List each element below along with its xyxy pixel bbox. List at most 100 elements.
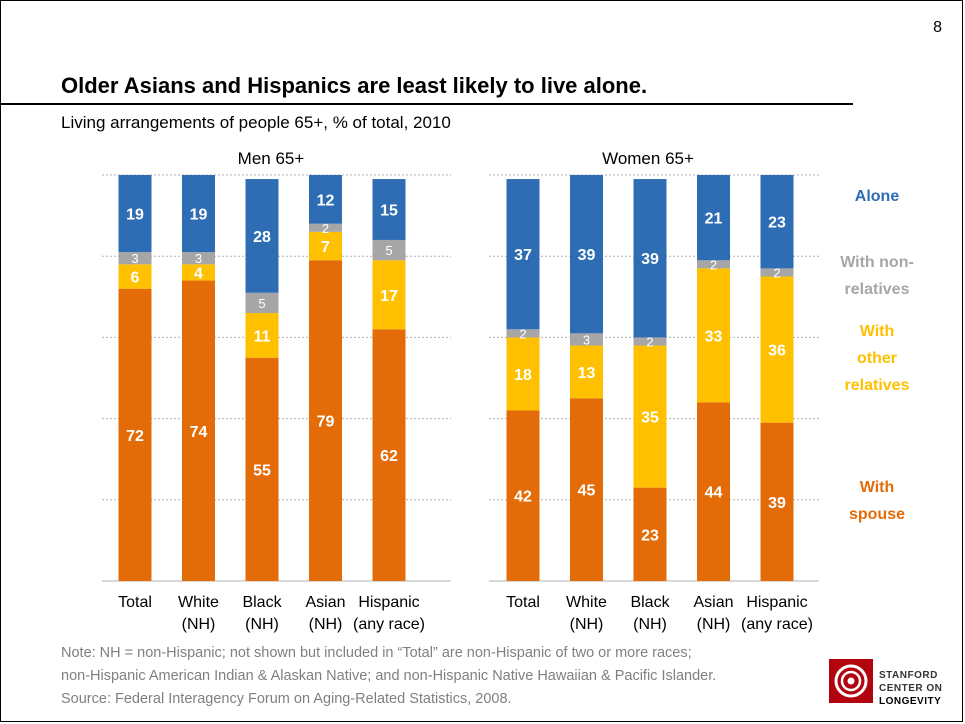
men-data-label: 74 [190, 424, 208, 441]
women-bar-spouse [570, 398, 603, 581]
women-category-label: White [566, 594, 607, 611]
women-bar-alone [697, 175, 730, 261]
legend-other-relatives: relatives [845, 377, 910, 394]
women-data-label: 2 [646, 334, 653, 349]
women-data-label: 2 [710, 257, 717, 272]
men-category-label: Black [242, 594, 282, 611]
men-bar-non-relatives [182, 252, 215, 265]
women-bar-alone [506, 179, 540, 330]
women-bar-non-relatives [760, 268, 794, 277]
men-category-label: Hispanic [358, 594, 419, 611]
legend-non-relatives: relatives [845, 281, 910, 298]
women-data-label: 35 [641, 410, 659, 427]
women-data-label: 13 [578, 365, 596, 382]
men-data-label: 6 [131, 270, 140, 287]
women-bar-other-relatives [697, 268, 730, 403]
men-bar-alone [372, 179, 406, 240]
men-bar-alone [309, 175, 342, 224]
men-bar-spouse [309, 260, 342, 581]
legend-spouse: spouse [849, 506, 905, 523]
men-data-label: 19 [190, 207, 208, 224]
men-bar-other-relatives [309, 231, 342, 261]
women-bar-other-relatives [633, 345, 667, 488]
women-bar-other-relatives [760, 276, 794, 423]
men-category-label: White [178, 594, 219, 611]
men-bar-spouse [372, 329, 406, 581]
women-data-label: 3 [583, 332, 590, 347]
legend-other-relatives: With [860, 323, 895, 340]
men-data-label: 28 [253, 229, 271, 246]
men-data-label: 72 [126, 428, 144, 445]
men-data-label: 19 [126, 207, 144, 224]
men-data-label: 11 [254, 328, 271, 345]
men-bar-alone [118, 175, 152, 253]
women-bar-spouse [506, 410, 540, 581]
women-category-label: Black [630, 594, 670, 611]
men-bar-non-relatives [245, 292, 279, 314]
men-data-label: 4 [194, 265, 203, 282]
men-data-label: 12 [317, 192, 335, 209]
footnote-line-1: Note: NH = non-Hispanic; not shown but i… [61, 645, 692, 661]
women-data-label: 21 [705, 211, 723, 228]
title-divider [1, 103, 853, 105]
men-data-label: 55 [253, 462, 271, 479]
footnote-line-3: Source: Federal Interagency Forum on Agi… [61, 691, 512, 707]
men-category-label: (any race) [353, 616, 425, 633]
chart-subtitle: Living arrangements of people 65+, % of … [61, 113, 451, 132]
women-data-label: 23 [768, 215, 786, 232]
men-bar-spouse [118, 288, 152, 581]
men-category-label: Total [118, 594, 152, 611]
longevity-logo-icon [829, 659, 873, 703]
footnote: Note: NH = non-Hispanic; not shown but i… [61, 642, 831, 711]
men-bar-other-relatives [372, 260, 406, 330]
women-category-label: Hispanic [746, 594, 807, 611]
women-category-label: Total [506, 594, 540, 611]
men-category-label: (NH) [309, 616, 343, 633]
women-data-label: 2 [773, 265, 780, 280]
slide-title: Older Asians and Hispanics are least lik… [61, 73, 648, 98]
women-category-label: Asian [693, 594, 733, 611]
men-bar-non-relatives [309, 223, 342, 232]
women-bar-non-relatives [633, 337, 667, 346]
women-data-label: 39 [578, 247, 596, 264]
women-bar-other-relatives [570, 345, 603, 399]
women-bar-other-relatives [506, 337, 540, 411]
women-data-label: 18 [514, 367, 532, 384]
men-chart-title: Men 65+ [238, 149, 305, 168]
women-chart-title: Women 65+ [602, 149, 694, 168]
men-category-label: (NH) [182, 616, 216, 633]
men-data-label: 15 [380, 203, 398, 220]
men-bar-non-relatives [372, 239, 406, 261]
logo-text-longevity: LONGEVITY [879, 696, 942, 707]
stacked-bar-charts: Men 65+726319Total744319White(NH)5511528… [102, 149, 914, 633]
women-data-label: 2 [519, 326, 526, 341]
men-data-label: 62 [380, 448, 398, 465]
women-bar-spouse [697, 402, 730, 581]
men-bar-alone [245, 179, 279, 293]
men-bar-other-relatives [182, 264, 215, 281]
men-bar-spouse [245, 357, 279, 581]
men-data-label: 5 [258, 296, 265, 311]
men-bar-spouse [182, 280, 215, 581]
footnote-line-2: non-Hispanic American Indian & Alaskan N… [61, 668, 717, 684]
women-bar-alone [760, 175, 794, 269]
legend-other-relatives: other [857, 350, 897, 367]
men-data-label: 2 [322, 221, 329, 236]
legend-non-relatives: With non- [840, 254, 914, 271]
women-data-label: 42 [514, 489, 532, 506]
women-data-label: 39 [641, 251, 659, 268]
women-bar-non-relatives [506, 329, 540, 338]
men-data-label: 79 [317, 414, 335, 431]
men-category-label: Asian [305, 594, 345, 611]
men-data-label: 5 [385, 243, 392, 258]
women-data-label: 44 [705, 485, 723, 502]
women-bar-alone [570, 175, 603, 334]
women-category-label: (any race) [741, 616, 813, 633]
men-data-label: 3 [195, 251, 202, 266]
women-data-label: 33 [705, 328, 723, 345]
men-category-label: (NH) [245, 616, 279, 633]
men-data-label: 3 [131, 251, 138, 266]
women-category-label: (NH) [633, 616, 667, 633]
women-bar-spouse [633, 487, 667, 581]
